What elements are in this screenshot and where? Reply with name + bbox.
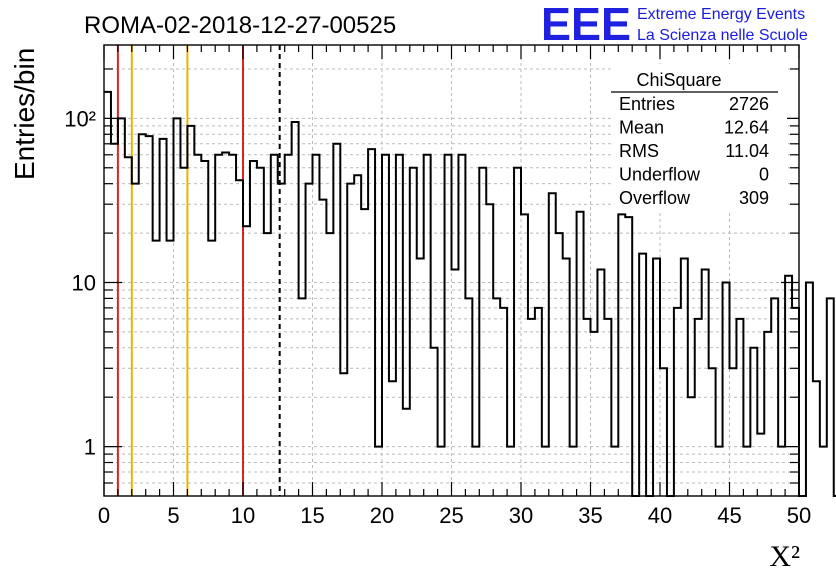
x-tick-label: 10: [231, 503, 255, 528]
stats-title: ChiSquare: [636, 70, 721, 90]
x-tick-label: 25: [439, 503, 463, 528]
x-tick-label: 30: [509, 503, 533, 528]
logo-line-1: Extreme Energy Events: [637, 6, 805, 23]
x-tick-label: 15: [300, 503, 324, 528]
stats-value: 11.04: [725, 141, 769, 161]
x-tick-label: 45: [717, 503, 741, 528]
histogram-outline: [104, 90, 836, 497]
stats-value: 12.64: [724, 118, 769, 138]
stats-value: 309: [739, 188, 769, 208]
x-tick-label: 20: [370, 503, 394, 528]
reference-lines: [116, 45, 281, 496]
stats-label: RMS: [619, 141, 659, 161]
stats-box: ChiSquare Entries 2726 Mean 12.64 RMS 11.04 Un…: [611, 64, 787, 210]
stats-label: Overflow: [619, 188, 691, 208]
stats-label: Mean: [619, 118, 664, 138]
stats-label: Entries: [619, 94, 675, 114]
logo-line-2: La Scienza nelle Scuole: [637, 27, 808, 44]
stats-label: Underflow: [619, 165, 701, 185]
x-tick-label: 35: [578, 503, 602, 528]
y-tick-label: 10: [72, 270, 96, 295]
y-tick-label: 1: [84, 435, 96, 460]
stats-rows: Entries 2726 Mean 12.64 RMS 11.04 Underflow 0 Ov…: [619, 94, 769, 208]
y-tick-labels: 1 10 10²: [64, 106, 96, 459]
x-tick-label: 50: [787, 503, 811, 528]
y-axis-label: Entries/bin: [9, 48, 40, 180]
stats-box-background: [611, 64, 787, 210]
x-tick-label: 0: [98, 503, 110, 528]
axis-ticks: [103, 45, 800, 496]
stats-value: 0: [759, 165, 769, 185]
chart-title: ROMA-02-2018-12-27-00525: [84, 12, 396, 39]
x-tick-labels: 0 5 10 15 20 25 30 35 40 45 50: [98, 503, 811, 528]
eee-logo: EEE: [541, 0, 631, 50]
x-tick-label: 5: [167, 503, 179, 528]
stats-value: 2726: [729, 94, 769, 114]
y-tick-label: 10²: [64, 106, 96, 131]
x-axis-label: X²: [769, 540, 800, 572]
x-tick-label: 40: [648, 503, 672, 528]
